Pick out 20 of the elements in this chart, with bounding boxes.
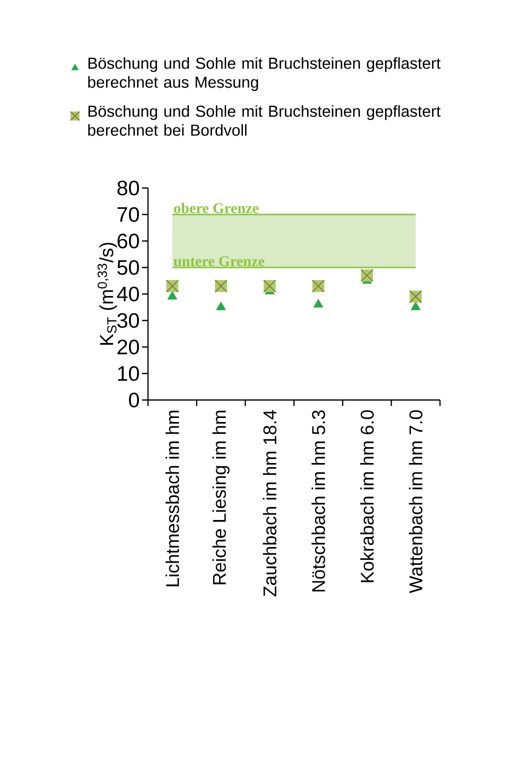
x-tick-label: Lichtmessbach im hm (166, 410, 180, 586)
x-tick-label: Nötschbach im hm 5.3 (312, 410, 326, 592)
ref-line-label: obere Grenze (174, 202, 259, 214)
y-tick-label: 70 (118, 207, 139, 222)
y-tick-label: 60 (118, 234, 139, 248)
y-tick-label: 40 (117, 286, 139, 302)
x-tick-label: Zauchbach im hm 18.4 (262, 410, 276, 596)
x-tick-label: Wattenbach im hm 7.0 (408, 410, 422, 594)
y-tick-label: 30 (117, 313, 139, 328)
x-tick-label: Kokrabach im hm 6.0 (360, 410, 374, 582)
y-tick-label: 20 (118, 340, 139, 354)
y-tick-label: 10 (118, 366, 139, 381)
y-tick-label: 80 (117, 180, 139, 196)
y-tick-label: 50 (117, 260, 139, 275)
x-tick-label: Reiche Liesing im hm (212, 410, 230, 584)
legend-label: Böschung und Sohle mit Bruchsteinen gepflastert berechnet aus Messung (88, 57, 441, 91)
y-axis-title: K$_{ST}$ (m$^{0,33}$/s) (98, 242, 118, 345)
legend-label: Böschung und Sohle mit Bruchsteinen gepflastert berechnet bei Bordvoll (88, 105, 441, 136)
ref-line-label: untere Grenze (174, 256, 264, 266)
y-tick-label: 0 (128, 392, 139, 408)
